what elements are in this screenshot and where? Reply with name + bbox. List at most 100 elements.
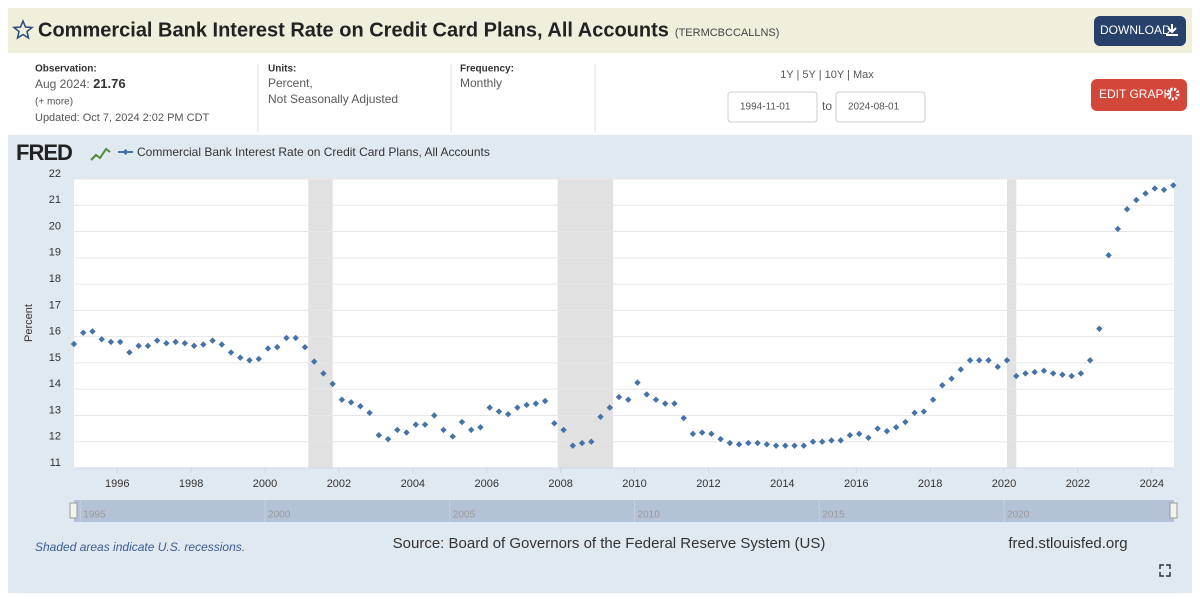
data-point xyxy=(846,431,854,439)
data-point xyxy=(929,396,937,403)
data-point xyxy=(726,439,734,447)
data-point xyxy=(70,340,78,348)
data-point xyxy=(1114,225,1122,233)
data-point xyxy=(468,426,475,434)
data-point xyxy=(1059,371,1066,378)
x-tick-label: 2006 xyxy=(474,478,498,490)
data-point xyxy=(920,408,928,415)
y-tick-label: 22 xyxy=(49,168,61,180)
data-point xyxy=(163,340,170,347)
edit-graph-label: EDIT GRAPH xyxy=(1099,87,1172,101)
data-point xyxy=(551,420,558,427)
data-point xyxy=(412,421,419,428)
recession-note: Shaded areas indicate U.S. recessions. xyxy=(35,540,245,554)
data-point xyxy=(680,414,687,422)
data-point xyxy=(1086,357,1094,364)
x-tick-label: 2022 xyxy=(1066,478,1090,490)
navigator-handle[interactable] xyxy=(69,502,78,519)
data-point xyxy=(126,349,133,356)
edit-graph-button[interactable] xyxy=(1091,79,1187,111)
observation-label: Observation: xyxy=(35,64,97,75)
data-point xyxy=(976,357,983,364)
plot-area xyxy=(74,179,1174,468)
data-point xyxy=(985,357,992,364)
navigator-tick-label: 1995 xyxy=(83,510,106,521)
data-point xyxy=(902,418,909,426)
data-point xyxy=(227,349,235,356)
x-tick-label: 2010 xyxy=(622,478,646,490)
x-tick-label: 1998 xyxy=(179,478,203,490)
x-tick-label: 2016 xyxy=(844,478,868,490)
units-line: Percent, xyxy=(268,76,313,90)
x-tick-label: 2024 xyxy=(1140,478,1164,490)
observation: Aug 2024: 21.76 xyxy=(35,76,126,91)
navigator-handle[interactable] xyxy=(1169,502,1178,519)
data-point xyxy=(449,433,456,440)
more-link[interactable]: (+ more) xyxy=(35,97,73,108)
end-date-input[interactable] xyxy=(835,91,926,123)
y-tick-label: 11 xyxy=(50,457,61,469)
data-point xyxy=(745,439,752,447)
end-date: 2024-08-01 xyxy=(848,102,900,113)
range-buttons[interactable]: 1Y | 5Y | 10Y | Max xyxy=(780,69,874,81)
data-point xyxy=(1003,357,1011,364)
data-point xyxy=(384,435,392,443)
data-point xyxy=(754,439,761,447)
data-point xyxy=(477,424,484,431)
data-point xyxy=(292,334,299,342)
data-point xyxy=(347,399,355,406)
fred-logo: FRED xyxy=(16,140,72,165)
observation-date: Aug 2024: xyxy=(35,77,90,91)
download-label: DOWNLOAD xyxy=(1100,23,1171,37)
frequency: Monthly xyxy=(460,76,502,90)
data-point xyxy=(403,429,410,436)
x-tick-label: 2004 xyxy=(401,478,425,490)
data-point xyxy=(523,401,530,409)
data-point xyxy=(181,340,189,347)
frequency-label: Frequency: xyxy=(460,64,514,75)
x-tick-label: 2000 xyxy=(253,478,277,490)
navigator-tick-label: 2010 xyxy=(638,510,661,521)
data-point xyxy=(1105,251,1112,259)
start-date: 1994-11-01 xyxy=(740,102,791,113)
recession-band xyxy=(557,179,614,468)
start-date-input[interactable] xyxy=(727,91,818,123)
x-tick-label: 2012 xyxy=(696,478,720,490)
data-point xyxy=(652,396,660,403)
recession-band xyxy=(308,179,333,468)
navigator[interactable] xyxy=(74,500,1174,522)
data-point xyxy=(1151,185,1158,192)
data-point xyxy=(717,435,724,443)
data-point xyxy=(588,438,595,445)
data-point xyxy=(514,404,521,411)
data-point xyxy=(301,343,309,351)
data-point xyxy=(200,341,207,348)
data-point xyxy=(1123,206,1131,213)
data-point xyxy=(643,391,650,398)
data-point xyxy=(948,375,955,382)
favorite-star[interactable] xyxy=(12,19,34,40)
y-tick-label: 15 xyxy=(49,352,61,364)
y-tick-label: 14 xyxy=(49,378,61,390)
data-point xyxy=(865,434,872,441)
data-point xyxy=(89,328,96,335)
download-button[interactable] xyxy=(1094,16,1186,46)
data-point xyxy=(855,430,863,438)
data-point xyxy=(274,343,281,351)
x-tick-label: 2020 xyxy=(992,478,1016,490)
y-tick-label: 13 xyxy=(49,404,61,416)
data-point xyxy=(357,403,364,410)
y-tick-label: 18 xyxy=(49,273,61,285)
data-point xyxy=(172,338,179,346)
updated: Updated: Oct 7, 2024 2:02 PM CDT xyxy=(35,112,210,124)
source: Source: Board of Governors of the Federa… xyxy=(393,535,826,552)
data-point xyxy=(320,370,327,377)
fullscreen-icon[interactable] xyxy=(1159,564,1171,577)
y-tick-label: 19 xyxy=(49,247,61,259)
data-point xyxy=(791,442,798,449)
observation-value: 21.76 xyxy=(93,76,126,91)
x-tick-label: 2018 xyxy=(918,478,942,490)
data-point xyxy=(1133,196,1140,204)
navigator-tick-label: 2015 xyxy=(822,510,845,521)
